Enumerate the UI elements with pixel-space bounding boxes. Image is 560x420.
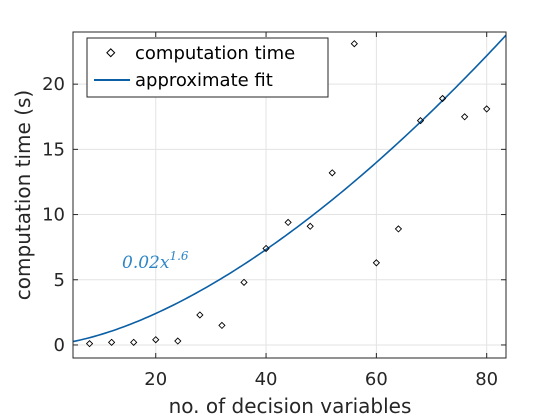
data-point	[152, 336, 160, 344]
data-point	[350, 40, 358, 48]
data-point	[460, 113, 469, 121]
data-point	[262, 244, 270, 253]
annotation-variable: x	[160, 253, 170, 273]
data-point	[196, 311, 204, 319]
y-tick-label: 10	[42, 205, 65, 226]
x-tick-label: 20	[144, 369, 167, 390]
fit-line-layer	[72, 34, 507, 343]
data-point	[130, 338, 138, 346]
data-point	[394, 225, 403, 233]
data-point	[174, 337, 182, 345]
data-point	[107, 338, 116, 346]
legend-label-approximate-fit: approximate fit	[135, 70, 273, 91]
data-point	[328, 169, 336, 177]
data-point	[372, 259, 381, 267]
marker-layer	[85, 40, 491, 348]
data-point	[306, 222, 314, 230]
legend: computation time approximate fit	[86, 37, 329, 98]
x-tick-label: 40	[255, 369, 278, 390]
data-point	[218, 321, 226, 330]
axis-ticks: 20 40 60 80 0 5 10 15 20	[42, 32, 506, 390]
data-point	[240, 278, 248, 287]
data-point	[284, 218, 292, 227]
legend-marker-icon	[106, 48, 116, 58]
x-tick-label: 60	[365, 369, 388, 390]
data-point	[438, 94, 447, 103]
plot-frame	[72, 31, 507, 359]
fit-line	[72, 34, 507, 343]
annotation-coefficient: 0.02	[122, 253, 160, 273]
y-tick-label: 0	[54, 335, 65, 356]
y-tick-label: 15	[42, 139, 65, 160]
y-tick-label: 20	[42, 74, 65, 95]
x-axis-label: no. of decision variables	[169, 394, 412, 418]
x-tick-label: 80	[475, 369, 498, 390]
data-point	[416, 117, 425, 125]
data-point	[483, 105, 491, 113]
y-tick-label: 5	[54, 270, 65, 291]
fit-annotation: 0.02x1.6	[122, 249, 189, 273]
legend-label-computation-time: computation time	[135, 43, 295, 64]
annotation-exponent: 1.6	[169, 249, 188, 263]
legend-box	[86, 37, 329, 98]
y-axis-label: computation time (s)	[11, 90, 35, 300]
data-point	[85, 340, 94, 348]
